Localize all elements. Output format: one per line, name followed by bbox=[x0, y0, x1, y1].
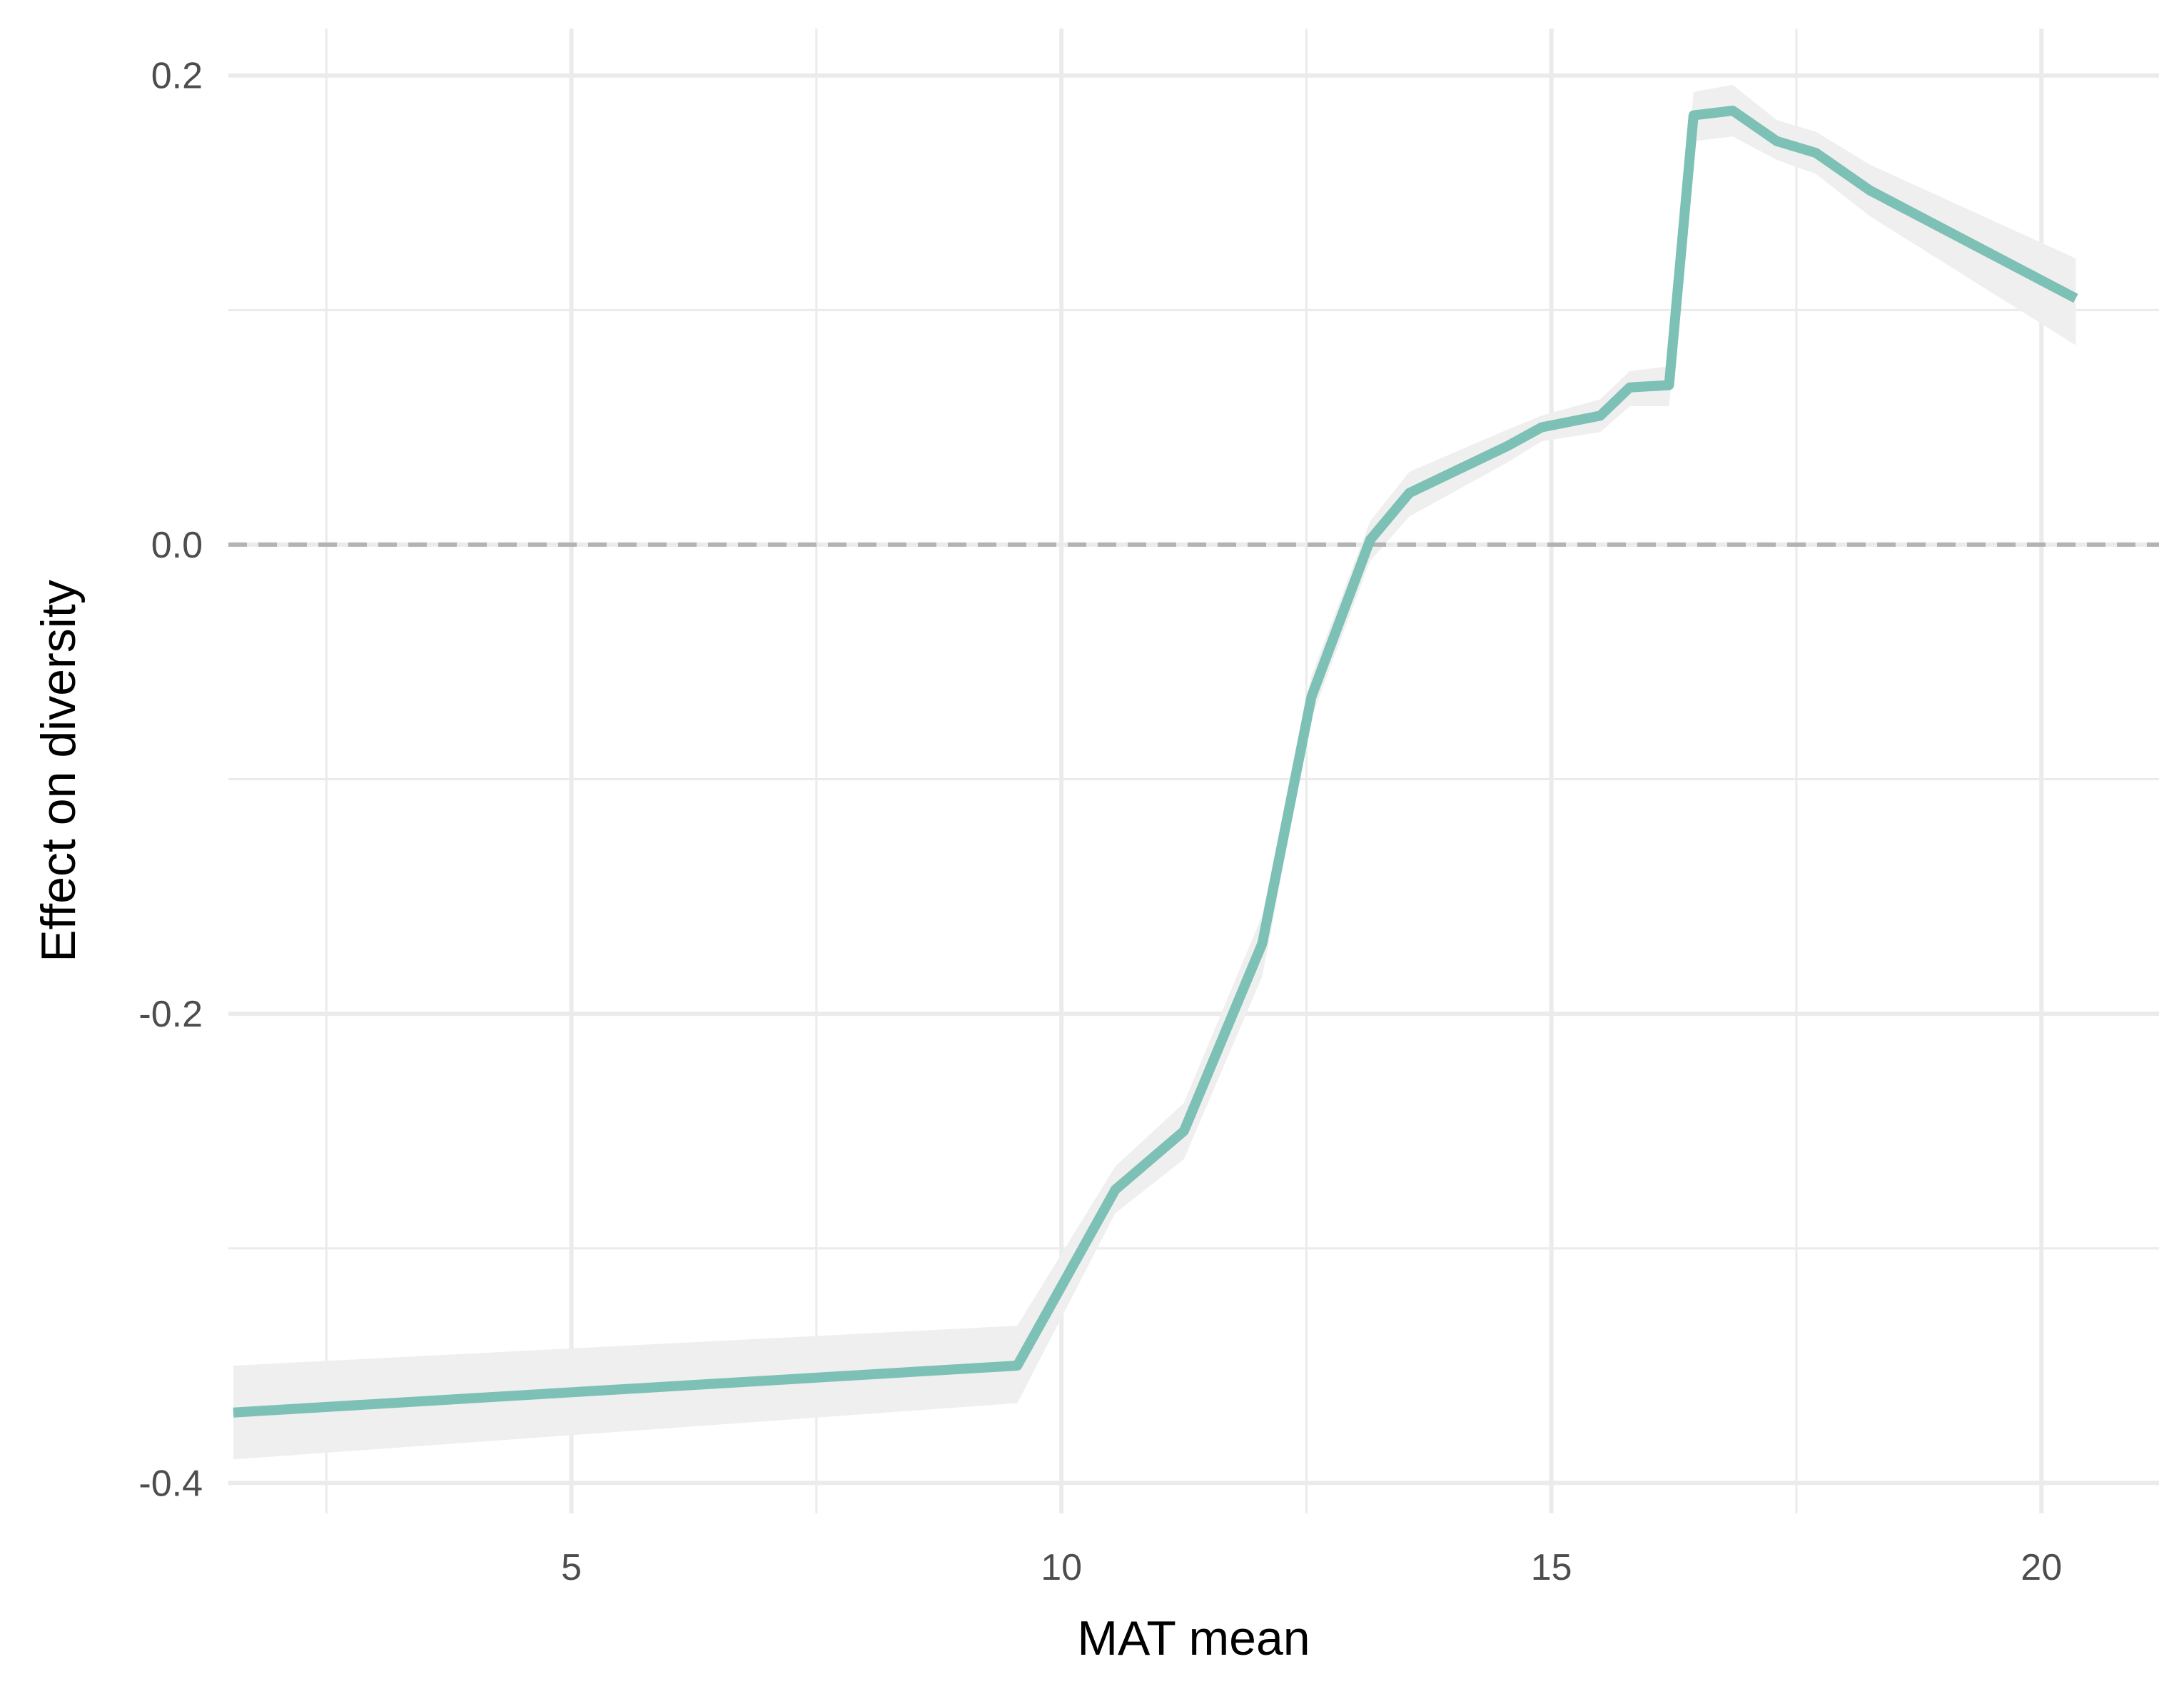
y-tick-label: 0.0 bbox=[151, 525, 203, 566]
y-tick-labels: 0.2 0.0 -0.2 -0.4 bbox=[138, 56, 203, 1505]
y-tick-label: -0.4 bbox=[138, 1463, 203, 1504]
series bbox=[233, 106, 2078, 1418]
x-tick-label: 15 bbox=[1531, 1547, 1572, 1588]
y-tick-label: -0.2 bbox=[138, 994, 203, 1035]
x-tick-label: 10 bbox=[1041, 1547, 1082, 1588]
y-axis-title: Effect on diversity bbox=[31, 580, 86, 962]
x-tick-labels: 5 10 15 20 bbox=[561, 1547, 2062, 1588]
effect-line bbox=[233, 106, 2078, 1418]
x-tick-label: 5 bbox=[561, 1547, 582, 1588]
confidence-band bbox=[233, 84, 2076, 1460]
x-axis-title: MAT mean bbox=[1077, 1611, 1310, 1665]
confidence-band-area bbox=[233, 84, 2076, 1460]
grid-major bbox=[228, 29, 2159, 1513]
grid-minor bbox=[228, 29, 2159, 1513]
x-tick-label: 20 bbox=[2021, 1547, 2062, 1588]
y-tick-label: 0.2 bbox=[151, 56, 203, 97]
